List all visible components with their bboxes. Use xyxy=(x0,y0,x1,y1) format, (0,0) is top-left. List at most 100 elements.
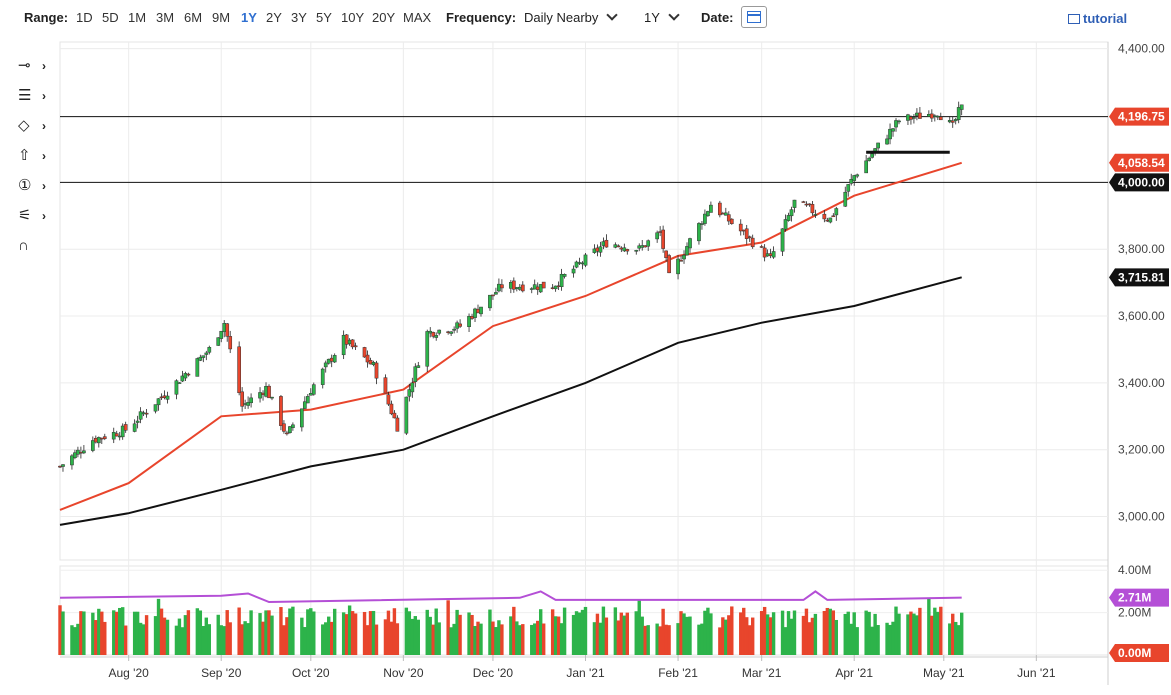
volume-average-tag: 2.71M xyxy=(1109,588,1169,607)
volume-bar xyxy=(58,605,62,655)
candle xyxy=(329,354,334,368)
tutorial-link[interactable]: tutorial xyxy=(1068,11,1127,26)
range-1m-button[interactable]: 1M xyxy=(128,10,147,25)
candle xyxy=(308,388,313,396)
candle xyxy=(216,337,221,346)
candle xyxy=(362,346,367,358)
candle-body xyxy=(159,396,164,399)
arrow-tool-button[interactable]: ⇧ › xyxy=(16,146,52,166)
volume-bar xyxy=(121,607,125,655)
number-marker-button[interactable]: ① › xyxy=(16,176,52,196)
range-1y-button[interactable]: 1Y xyxy=(241,10,257,25)
candle-body xyxy=(571,268,576,274)
volume-bar xyxy=(497,620,501,655)
volume-bar xyxy=(697,624,701,655)
candle-body xyxy=(891,128,895,132)
volume-bar xyxy=(864,610,868,655)
volume-bar xyxy=(488,609,492,655)
volume-bar xyxy=(834,619,838,655)
candle-body xyxy=(810,204,815,214)
magnet-tool-button[interactable]: ∩ xyxy=(16,236,52,256)
candle xyxy=(867,156,871,162)
candle-body xyxy=(258,392,262,399)
volume-bar xyxy=(368,611,373,655)
candle-body xyxy=(622,247,627,252)
candle-body xyxy=(120,425,125,438)
range-max-button[interactable]: MAX xyxy=(403,10,432,25)
volume-bar xyxy=(810,617,815,655)
volume-bar xyxy=(724,619,728,655)
candle-body xyxy=(458,323,462,327)
candle xyxy=(344,334,349,349)
volume-bar xyxy=(288,608,292,655)
candle-body xyxy=(870,153,874,158)
volume-bar xyxy=(852,612,856,655)
volume-bar xyxy=(888,624,892,655)
candle-body xyxy=(786,215,791,221)
volume-bar xyxy=(237,607,241,655)
volume-bar xyxy=(700,623,704,655)
volume-bar xyxy=(891,621,895,655)
candle-body xyxy=(413,366,418,382)
range-1d-button[interactable]: 1D xyxy=(76,10,93,25)
range-3y-button[interactable]: 3Y xyxy=(291,10,307,25)
candle-body xyxy=(849,179,854,184)
volume-bar xyxy=(261,621,265,655)
candle xyxy=(392,410,397,419)
candle xyxy=(885,134,889,145)
line-tool-button[interactable]: ⊸ › xyxy=(16,56,52,76)
volume-bar xyxy=(849,623,853,655)
range-5y-button[interactable]: 5Y xyxy=(316,10,332,25)
candle xyxy=(114,430,119,437)
candle xyxy=(655,230,660,243)
candle-body xyxy=(76,449,80,455)
candle-body xyxy=(410,382,415,393)
candle xyxy=(741,229,746,236)
volume-bar xyxy=(177,618,182,655)
range-9m-button[interactable]: 9M xyxy=(212,10,231,25)
candle-body xyxy=(165,395,170,400)
volume-bar xyxy=(619,612,624,655)
candle xyxy=(347,338,352,346)
range-20y-button[interactable]: 20Y xyxy=(372,10,396,25)
candle-body xyxy=(912,117,916,119)
candle xyxy=(123,421,128,433)
range-5d-button[interactable]: 5D xyxy=(102,10,119,25)
volume-bar xyxy=(831,610,836,655)
candle-body xyxy=(383,377,388,394)
candle-body xyxy=(207,347,212,353)
range-6m-button[interactable]: 6M xyxy=(184,10,203,25)
candle xyxy=(404,396,409,436)
candle-body xyxy=(141,412,146,415)
pattern-tool-button[interactable]: ☰ › xyxy=(16,86,52,106)
shape-tool-button[interactable]: ◇ › xyxy=(16,116,52,136)
candle xyxy=(786,212,791,222)
fibonacci-tool-button[interactable]: ⚟ › xyxy=(16,206,52,226)
x-tick-label: Aug '20 xyxy=(109,666,150,680)
volume-bar xyxy=(141,624,146,655)
candle-body xyxy=(473,308,477,318)
candle-body xyxy=(90,440,95,451)
candle xyxy=(285,430,289,436)
candle-body xyxy=(365,354,370,363)
candle-body xyxy=(279,396,283,426)
candle-body xyxy=(927,114,931,117)
candle-body xyxy=(938,116,943,121)
candle xyxy=(207,345,212,355)
period-select[interactable]: 1Y xyxy=(644,9,680,27)
range-3m-button[interactable]: 3M xyxy=(156,10,175,25)
volume-bar xyxy=(165,619,170,655)
frequency-select[interactable]: Daily Nearby xyxy=(524,9,619,27)
date-picker-button[interactable] xyxy=(741,6,767,28)
candle xyxy=(855,173,860,179)
volume-bar xyxy=(718,627,722,655)
range-2y-button[interactable]: 2Y xyxy=(266,10,282,25)
candle-body xyxy=(679,260,683,262)
candle xyxy=(270,396,274,401)
range-10y-button[interactable]: 10Y xyxy=(341,10,365,25)
candle-body xyxy=(932,115,937,117)
candle-body xyxy=(723,212,728,216)
candle xyxy=(350,339,355,350)
candle-body xyxy=(535,286,540,290)
